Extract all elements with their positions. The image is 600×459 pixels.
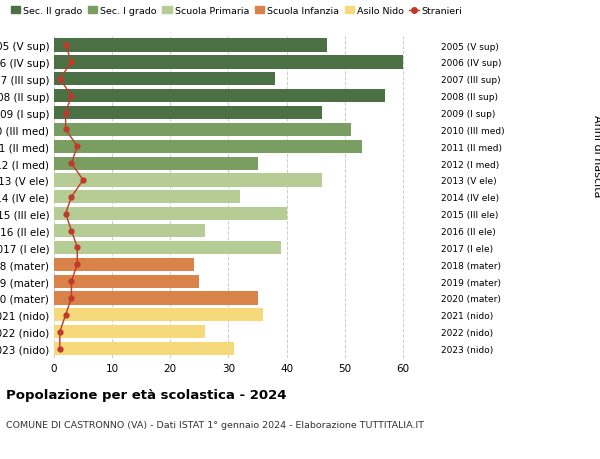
Bar (54, 123, 350, 137)
Bar (54, 39, 328, 52)
Bar (54, 342, 234, 355)
Bar (54, 292, 257, 305)
Bar (54, 241, 281, 254)
Bar (54, 207, 287, 221)
Bar (54, 140, 362, 153)
Bar (54, 308, 263, 322)
Bar (54, 191, 240, 204)
Bar (54, 56, 403, 69)
Bar (54, 157, 257, 170)
Bar (54, 106, 322, 120)
Bar (54, 174, 322, 187)
Text: COMUNE DI CASTRONNO (VA) - Dati ISTAT 1° gennaio 2024 - Elaborazione TUTTITALIA.: COMUNE DI CASTRONNO (VA) - Dati ISTAT 1°… (6, 420, 424, 429)
Legend: Sec. II grado, Sec. I grado, Scuola Primaria, Scuola Infanzia, Asilo Nido, Stran: Sec. II grado, Sec. I grado, Scuola Prim… (11, 7, 463, 16)
Bar (54, 325, 205, 338)
Bar (54, 90, 385, 103)
Text: Popolazione per età scolastica - 2024: Popolazione per età scolastica - 2024 (6, 388, 287, 401)
Text: Anni di nascita: Anni di nascita (592, 115, 600, 197)
Bar (54, 224, 205, 238)
Bar (54, 73, 275, 86)
Bar (54, 258, 194, 271)
Bar (54, 275, 199, 288)
